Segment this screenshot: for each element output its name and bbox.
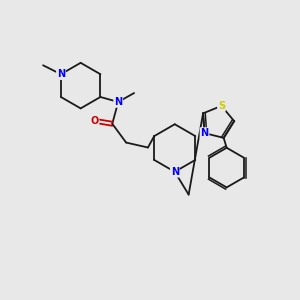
- Text: N: N: [57, 69, 65, 79]
- Text: O: O: [90, 116, 99, 126]
- Text: N: N: [171, 167, 179, 177]
- Text: N: N: [114, 97, 122, 107]
- Text: N: N: [200, 128, 208, 138]
- Text: S: S: [218, 101, 225, 111]
